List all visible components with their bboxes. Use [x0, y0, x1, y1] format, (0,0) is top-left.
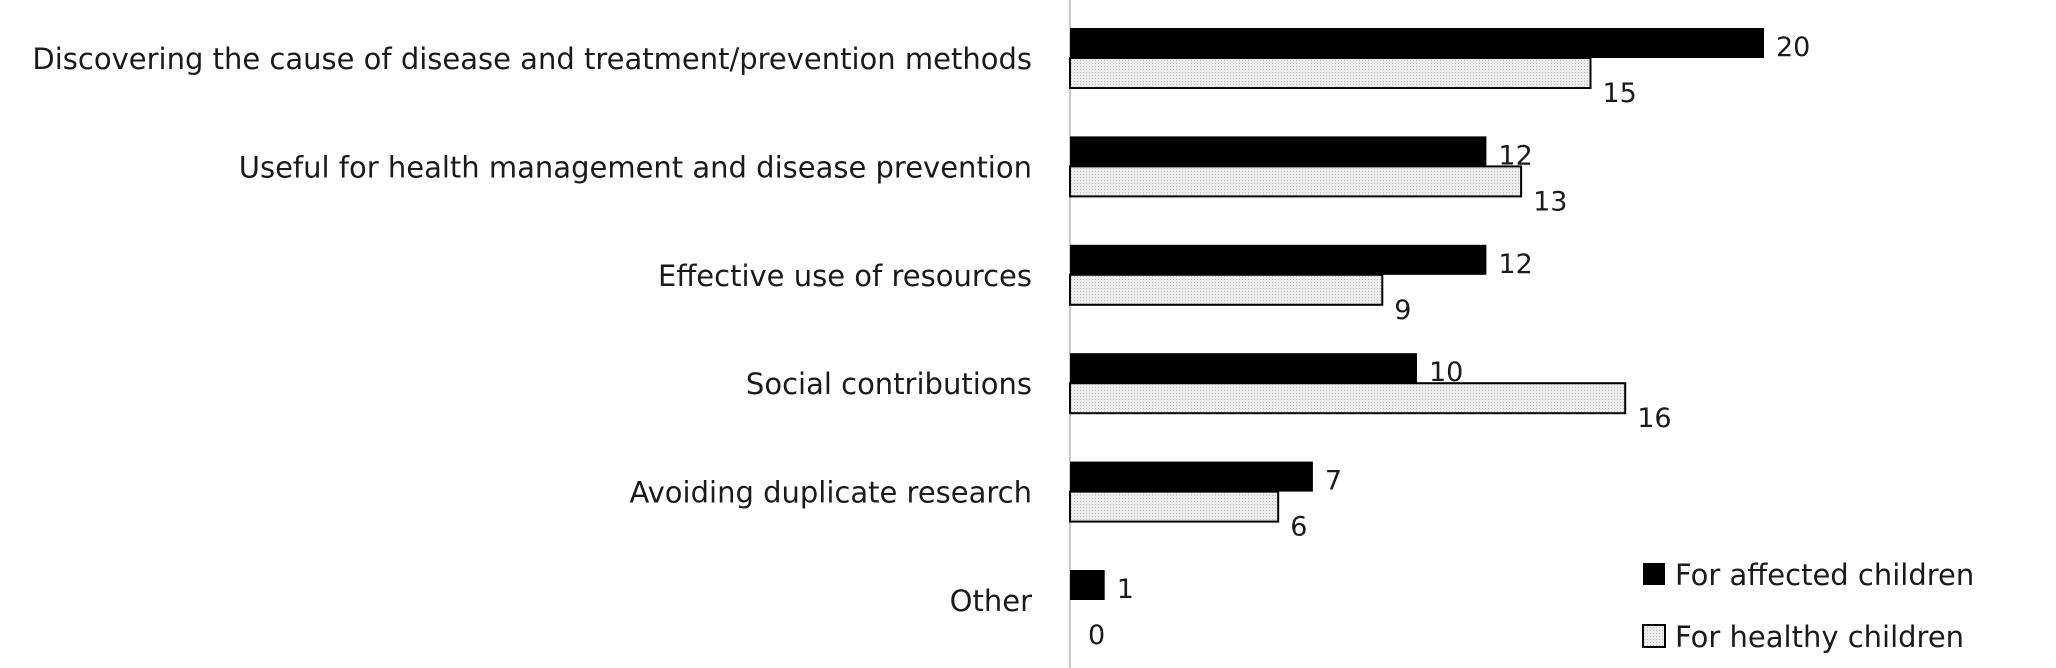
bar-healthy [1069, 165, 1523, 198]
legend: For affected children For healthy childre… [1642, 558, 1974, 654]
legend-swatch-healthy [1642, 624, 1666, 648]
value-label-healthy: 6 [1290, 512, 1307, 543]
value-label-affected: 7 [1325, 466, 1342, 497]
legend-swatch-affected [1643, 563, 1665, 585]
category-label: Social contributions [746, 367, 1032, 401]
bar-affected [1070, 136, 1487, 167]
value-label-affected: 20 [1776, 32, 1810, 63]
value-label-affected: 12 [1498, 140, 1532, 171]
bar-affected [1070, 570, 1105, 600]
bar-affected [1070, 461, 1313, 492]
value-label-affected: 12 [1498, 249, 1532, 280]
category-label: Other [950, 584, 1032, 618]
category-label: Useful for health management and disease… [239, 150, 1032, 184]
category-label: Effective use of resources [658, 259, 1032, 293]
category-label: Discovering the cause of disease and tre… [32, 42, 1032, 76]
bar-healthy [1069, 57, 1592, 89]
value-label-healthy: 16 [1637, 403, 1671, 434]
value-label-healthy: 15 [1603, 78, 1637, 109]
legend-label-affected: For affected children [1675, 558, 1974, 592]
value-label-healthy: 9 [1394, 295, 1411, 326]
value-label-affected: 10 [1429, 357, 1463, 388]
value-label-affected: 1 [1117, 574, 1134, 605]
bar-healthy [1069, 490, 1280, 523]
bar-affected [1070, 244, 1487, 275]
legend-label-healthy: For healthy children [1675, 620, 1964, 654]
value-label-healthy: 0 [1088, 620, 1105, 651]
bar-healthy [1069, 382, 1627, 415]
bar-healthy [1069, 273, 1384, 306]
bar-affected [1070, 353, 1417, 384]
bar-affected [1070, 28, 1764, 58]
value-label-healthy: 13 [1533, 186, 1567, 217]
category-label: Avoiding duplicate research [630, 476, 1033, 510]
